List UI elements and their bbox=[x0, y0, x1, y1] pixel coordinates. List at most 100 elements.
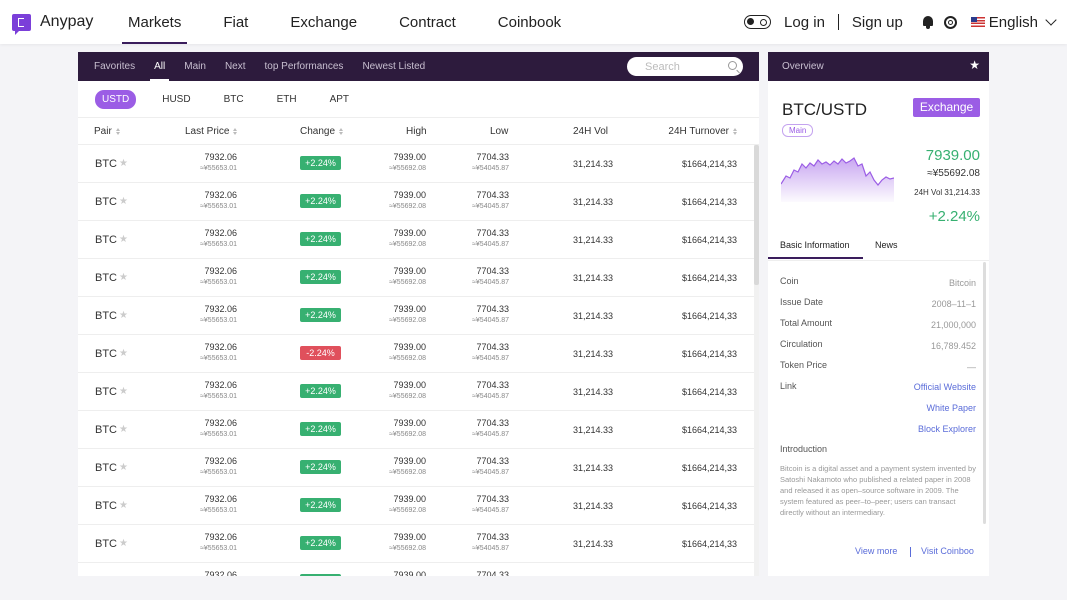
view-more-link[interactable]: View more bbox=[855, 546, 898, 556]
block-explorer-link[interactable]: Block Explorer bbox=[917, 424, 976, 434]
visit-coinbook-link[interactable]: Visit Coinboo bbox=[921, 546, 974, 556]
favorite-star-icon[interactable]: ★ bbox=[119, 538, 128, 549]
high-price: 7939.00 bbox=[393, 304, 426, 314]
table-row[interactable]: BTC ★ 7932.06 ≈¥55653.01 -2.24% 7939.00 ≈¥5569… bbox=[78, 335, 759, 373]
high-price-cny: ≈¥55692.08 bbox=[389, 545, 426, 552]
last-price-cny: ≈¥55653.01 bbox=[200, 431, 237, 438]
column-header-last-price[interactable]: Last Price bbox=[185, 126, 238, 137]
official-website-link[interactable]: Official Website bbox=[913, 382, 976, 392]
tab-top-performances[interactable]: top Performances bbox=[264, 61, 344, 72]
table-row[interactable]: BTC★7932.06≈¥55653.01+2.24%7939.00≈¥5569… bbox=[78, 259, 759, 297]
low-price-cell: 7704.33 ≈¥54045.87 bbox=[472, 342, 509, 364]
sort-icon[interactable] bbox=[339, 127, 344, 135]
table-row[interactable]: BTC★7932.06≈¥55653.01+2.24%7939.00≈¥5569… bbox=[78, 183, 759, 221]
nav-coinbook[interactable]: Coinbook bbox=[497, 14, 562, 31]
table-row[interactable]: BTC★7932.06≈¥55653.01+2.24%7939.00≈¥5569… bbox=[78, 411, 759, 449]
last-price-cny: ≈¥55653.01 bbox=[200, 279, 237, 286]
24h-volume: 31,214.33 bbox=[573, 197, 614, 207]
column-header-low[interactable]: Low bbox=[490, 126, 508, 137]
low-price-cny: ≈¥54045.87 bbox=[472, 393, 509, 400]
scrollbar-track[interactable] bbox=[754, 145, 759, 576]
search-input[interactable] bbox=[627, 57, 743, 76]
exchange-button[interactable]: Exchange bbox=[913, 98, 980, 117]
high-price-cell: 7939.00 ≈¥55692.08 bbox=[389, 228, 426, 250]
overview-price: 7939.00 bbox=[925, 147, 980, 164]
tab-news[interactable]: News bbox=[875, 240, 898, 250]
favorite-star-icon[interactable]: ★ bbox=[119, 196, 128, 207]
table-row[interactable]: BTC★7932.06≈¥55653.01+2.24%7939.00≈¥5569… bbox=[78, 297, 759, 335]
nav-fiat[interactable]: Fiat bbox=[223, 14, 249, 31]
table-row[interactable]: BTC★7932.06≈¥55653.01+2.24%7939.00≈¥5569… bbox=[78, 487, 759, 525]
search-icon[interactable] bbox=[728, 61, 737, 70]
white-paper-link[interactable]: White Paper bbox=[926, 403, 976, 413]
favorite-star-icon[interactable]: ★ bbox=[969, 58, 980, 72]
table-row[interactable]: BTC★7932.06≈¥55653.01+2.24%7939.00≈¥5569… bbox=[78, 373, 759, 411]
sort-icon[interactable] bbox=[733, 127, 737, 135]
low-price-cny: ≈¥54045.87 bbox=[472, 317, 509, 324]
high-price: 7939.00 bbox=[393, 380, 426, 390]
table-row[interactable]: BTC★7932.06≈¥55653.01+2.24%7939.00≈¥5569… bbox=[78, 449, 759, 487]
scrollbar-thumb[interactable] bbox=[754, 145, 759, 285]
nav-contract[interactable]: Contract bbox=[399, 14, 456, 31]
signup-link[interactable]: Sign up bbox=[851, 13, 903, 31]
favorite-star-icon[interactable]: ★ bbox=[119, 158, 128, 169]
low-price-cny: ≈¥54045.87 bbox=[472, 355, 509, 362]
tab-basic-information[interactable]: Basic Information bbox=[768, 240, 862, 259]
theme-toggle[interactable] bbox=[744, 15, 772, 29]
favorite-star-icon[interactable]: ★ bbox=[119, 234, 128, 245]
nav-exchange[interactable]: Exchange bbox=[290, 14, 358, 31]
login-link[interactable]: Log in bbox=[784, 13, 825, 31]
info-key: Issue Date bbox=[780, 297, 824, 307]
bell-icon[interactable] bbox=[922, 16, 934, 29]
low-price: 7704.33 bbox=[476, 228, 509, 238]
table-row[interactable]: BTC★7932.06≈¥55653.01+2.24%7939.00≈¥5569… bbox=[78, 221, 759, 259]
favorite-star-icon[interactable]: ★ bbox=[119, 462, 128, 473]
tab-all[interactable]: All bbox=[150, 52, 170, 81]
last-price-cny: ≈¥55653.01 bbox=[200, 241, 237, 248]
24h-turnover: $1664,214,33 bbox=[681, 235, 737, 245]
table-row[interactable]: BTC★7932.06≈¥55653.01+2.24%7939.00≈¥5569… bbox=[78, 145, 759, 183]
low-price-cell: 7704.33 ≈¥54045.87 bbox=[472, 418, 509, 440]
sparkline-line bbox=[781, 157, 894, 186]
column-header-change[interactable]: Change bbox=[300, 126, 344, 137]
favorite-star-icon[interactable]: ★ bbox=[119, 272, 128, 283]
high-price: 7939.00 bbox=[393, 228, 426, 238]
logo[interactable]: Anypay bbox=[12, 13, 93, 35]
column-header-high[interactable]: High bbox=[406, 126, 427, 137]
column-header-24h-turnover[interactable]: 24H Turnover bbox=[668, 126, 737, 137]
table-row[interactable]: BTC★7932.06≈¥55653.01+2.24%7939.00≈¥5569… bbox=[78, 563, 759, 576]
change-badge: +2.24% bbox=[300, 270, 341, 284]
tab-next[interactable]: Next bbox=[224, 61, 246, 72]
quote-tab-ustd[interactable]: USTD bbox=[95, 89, 137, 109]
favorite-star-icon[interactable]: ★ bbox=[119, 386, 128, 397]
tab-main[interactable]: Main bbox=[184, 61, 206, 72]
nav-markets[interactable]: Markets bbox=[122, 0, 188, 44]
tab-newest-listed[interactable]: Newest Listed bbox=[362, 61, 426, 72]
last-price: 7932.06 bbox=[204, 228, 237, 238]
quote-tab-apt[interactable]: APT bbox=[329, 93, 350, 105]
favorite-star-icon[interactable]: ★ bbox=[119, 310, 128, 321]
favorite-star-icon[interactable]: ★ bbox=[119, 348, 128, 359]
column-header-label: 24H Turnover bbox=[668, 126, 729, 137]
sort-icon[interactable] bbox=[115, 127, 120, 135]
overview-scrollbar[interactable] bbox=[983, 262, 986, 524]
low-price: 7704.33 bbox=[476, 570, 509, 576]
chevron-down-icon[interactable] bbox=[1045, 13, 1057, 26]
change-badge: +2.24% bbox=[300, 574, 341, 576]
column-header-24h-vol[interactable]: 24H Vol bbox=[573, 126, 608, 137]
quote-tab-eth[interactable]: ETH bbox=[276, 93, 297, 105]
tab-favorites[interactable]: Favorites bbox=[94, 61, 136, 72]
gear-icon[interactable] bbox=[943, 15, 957, 29]
market-tabbar: Favorites All Main Next top Performances Newe… bbox=[78, 52, 759, 81]
favorite-star-icon[interactable]: ★ bbox=[119, 424, 128, 435]
24h-volume: 31,214.33 bbox=[573, 539, 614, 549]
table-row[interactable]: BTC★7932.06≈¥55653.01+2.24%7939.00≈¥5569… bbox=[78, 525, 759, 563]
language-selector[interactable]: English bbox=[988, 13, 1038, 31]
sort-icon[interactable] bbox=[233, 127, 238, 135]
low-price: 7704.33 bbox=[476, 266, 509, 276]
favorite-star-icon[interactable]: ★ bbox=[119, 500, 128, 511]
column-header-pair[interactable]: Pair bbox=[94, 126, 120, 137]
quote-tab-husd[interactable]: HUSD bbox=[162, 93, 191, 105]
24h-turnover: $1664,214,33 bbox=[681, 273, 737, 283]
quote-tab-btc[interactable]: BTC bbox=[223, 93, 244, 105]
